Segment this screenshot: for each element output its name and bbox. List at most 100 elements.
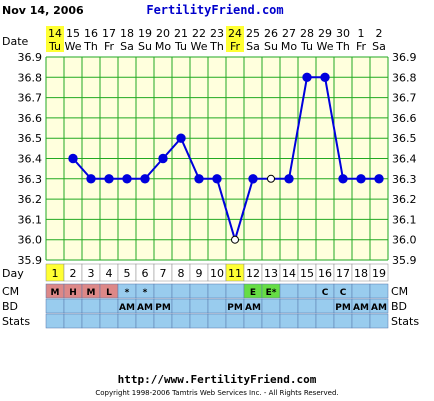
date-number: 23 <box>210 27 224 40</box>
y-tick-label-left: 36.0 <box>18 234 43 247</box>
date-label: Date <box>2 35 29 48</box>
date-number: 2 <box>376 27 383 40</box>
cycle-day-number: 16 <box>318 267 332 280</box>
chart-labels: 14Tu15We16Th17Fr18Sa19Su20Mo21Tu22We23Th… <box>2 27 419 328</box>
cycle-day-number: 6 <box>142 267 149 280</box>
temperature-point <box>104 174 114 184</box>
cycle-day-number: 19 <box>372 267 386 280</box>
cycle-day-number: 7 <box>160 267 167 280</box>
date-number: 14 <box>48 27 62 40</box>
cm-cell-text: C <box>340 288 347 298</box>
day-cell <box>369 263 389 282</box>
date-column-bg <box>154 26 172 52</box>
cycle-day-number: 4 <box>106 267 113 280</box>
stats-cell <box>81 313 101 329</box>
stats-cell <box>99 313 119 329</box>
cm-row-label-left: CM <box>2 285 19 298</box>
stats-cell <box>261 313 281 329</box>
date-number: 22 <box>192 27 206 40</box>
cm-cell <box>369 283 389 299</box>
date-number: 28 <box>300 27 314 40</box>
cycle-day-number: 13 <box>264 267 278 280</box>
weekday-label: Tu <box>300 40 313 53</box>
cycle-day-number: 11 <box>228 267 242 280</box>
cm-cell-text: * <box>125 288 130 298</box>
temperature-line <box>68 72 384 244</box>
cm-cell-text: C <box>322 288 329 298</box>
bd-cell <box>261 298 281 314</box>
date-column-bg <box>190 26 208 52</box>
temperature-point <box>374 174 384 184</box>
cm-cell-text: M <box>87 288 96 298</box>
stats-row-label-right: Stats <box>391 315 419 328</box>
y-tick-label-right: 36.1 <box>392 213 417 226</box>
bd-cell-text: AM <box>371 303 387 313</box>
date-column-bg <box>46 26 64 52</box>
cm-cell-text: L <box>106 288 112 298</box>
date-number: 1 <box>358 27 365 40</box>
date-number: 17 <box>102 27 116 40</box>
weekday-label: Sa <box>120 40 134 53</box>
chart-data-rows: 1 2 3 4 5 6 7 8 9 10 11 12 13 14 15 16 17 18 19M H M L * * E E* C C… <box>45 263 389 329</box>
weekday-label: Sa <box>246 40 260 53</box>
date-number: 18 <box>120 27 134 40</box>
date-number: 29 <box>318 27 332 40</box>
bd-cell-text: AM <box>353 303 369 313</box>
bd-cell <box>81 298 101 314</box>
date-column-bg <box>82 26 100 52</box>
cm-cell <box>351 283 371 299</box>
stats-cell <box>45 313 65 329</box>
cm-row-label-right: CM <box>391 285 408 298</box>
temperature-point <box>122 174 132 184</box>
stats-cell <box>243 313 263 329</box>
weekday-label: We <box>65 40 82 53</box>
cm-cell <box>189 283 209 299</box>
temperature-point <box>284 174 294 184</box>
date-number: 19 <box>138 27 152 40</box>
weekday-label: We <box>191 40 208 53</box>
stats-cell <box>117 313 137 329</box>
y-tick-label-left: 35.9 <box>18 254 43 267</box>
cycle-day-number: 15 <box>300 267 314 280</box>
cycle-day-number: 8 <box>178 267 185 280</box>
cm-cell <box>225 283 245 299</box>
y-tick-label-left: 36.9 <box>18 51 43 64</box>
date-number: 16 <box>84 27 98 40</box>
stats-cell <box>153 313 173 329</box>
bd-cell <box>99 298 119 314</box>
y-tick-label-right: 36.3 <box>392 173 417 186</box>
date-number: 24 <box>228 27 242 40</box>
day-label: Day <box>2 267 24 280</box>
weekday-label: Tu <box>48 40 61 53</box>
date-column-bg <box>208 26 226 52</box>
date-column-bg <box>244 26 262 52</box>
y-tick-label-right: 36.5 <box>392 132 417 145</box>
date-column-bg <box>64 26 82 52</box>
date-number: 30 <box>336 27 350 40</box>
y-tick-label-right: 36.0 <box>392 234 417 247</box>
y-tick-label-left: 36.5 <box>18 132 43 145</box>
temperature-point <box>158 153 168 164</box>
weekday-label: Fr <box>356 40 367 53</box>
date-column-bg <box>352 26 370 52</box>
y-tick-label-left: 36.3 <box>18 173 43 186</box>
y-tick-label-right: 36.8 <box>392 71 417 84</box>
date-number: 20 <box>156 27 170 40</box>
bd-cell <box>45 298 65 314</box>
y-tick-label-left: 36.2 <box>18 193 43 206</box>
cm-cell <box>153 283 173 299</box>
stats-cell <box>225 313 245 329</box>
footer-url[interactable]: http://www.FertilityFriend.com <box>117 373 317 386</box>
weekday-label: Su <box>138 40 152 53</box>
temperature-point <box>176 133 186 143</box>
cm-cell <box>279 283 299 299</box>
date-column-bg <box>370 26 388 52</box>
y-tick-label-right: 36.6 <box>392 112 417 125</box>
cm-cell-text: H <box>69 288 77 298</box>
stats-cell <box>315 313 335 329</box>
stats-cell <box>333 313 353 329</box>
stats-cell <box>135 313 155 329</box>
stats-cell <box>351 313 371 329</box>
temperature-point <box>194 174 204 184</box>
cycle-day-number: 12 <box>246 267 260 280</box>
